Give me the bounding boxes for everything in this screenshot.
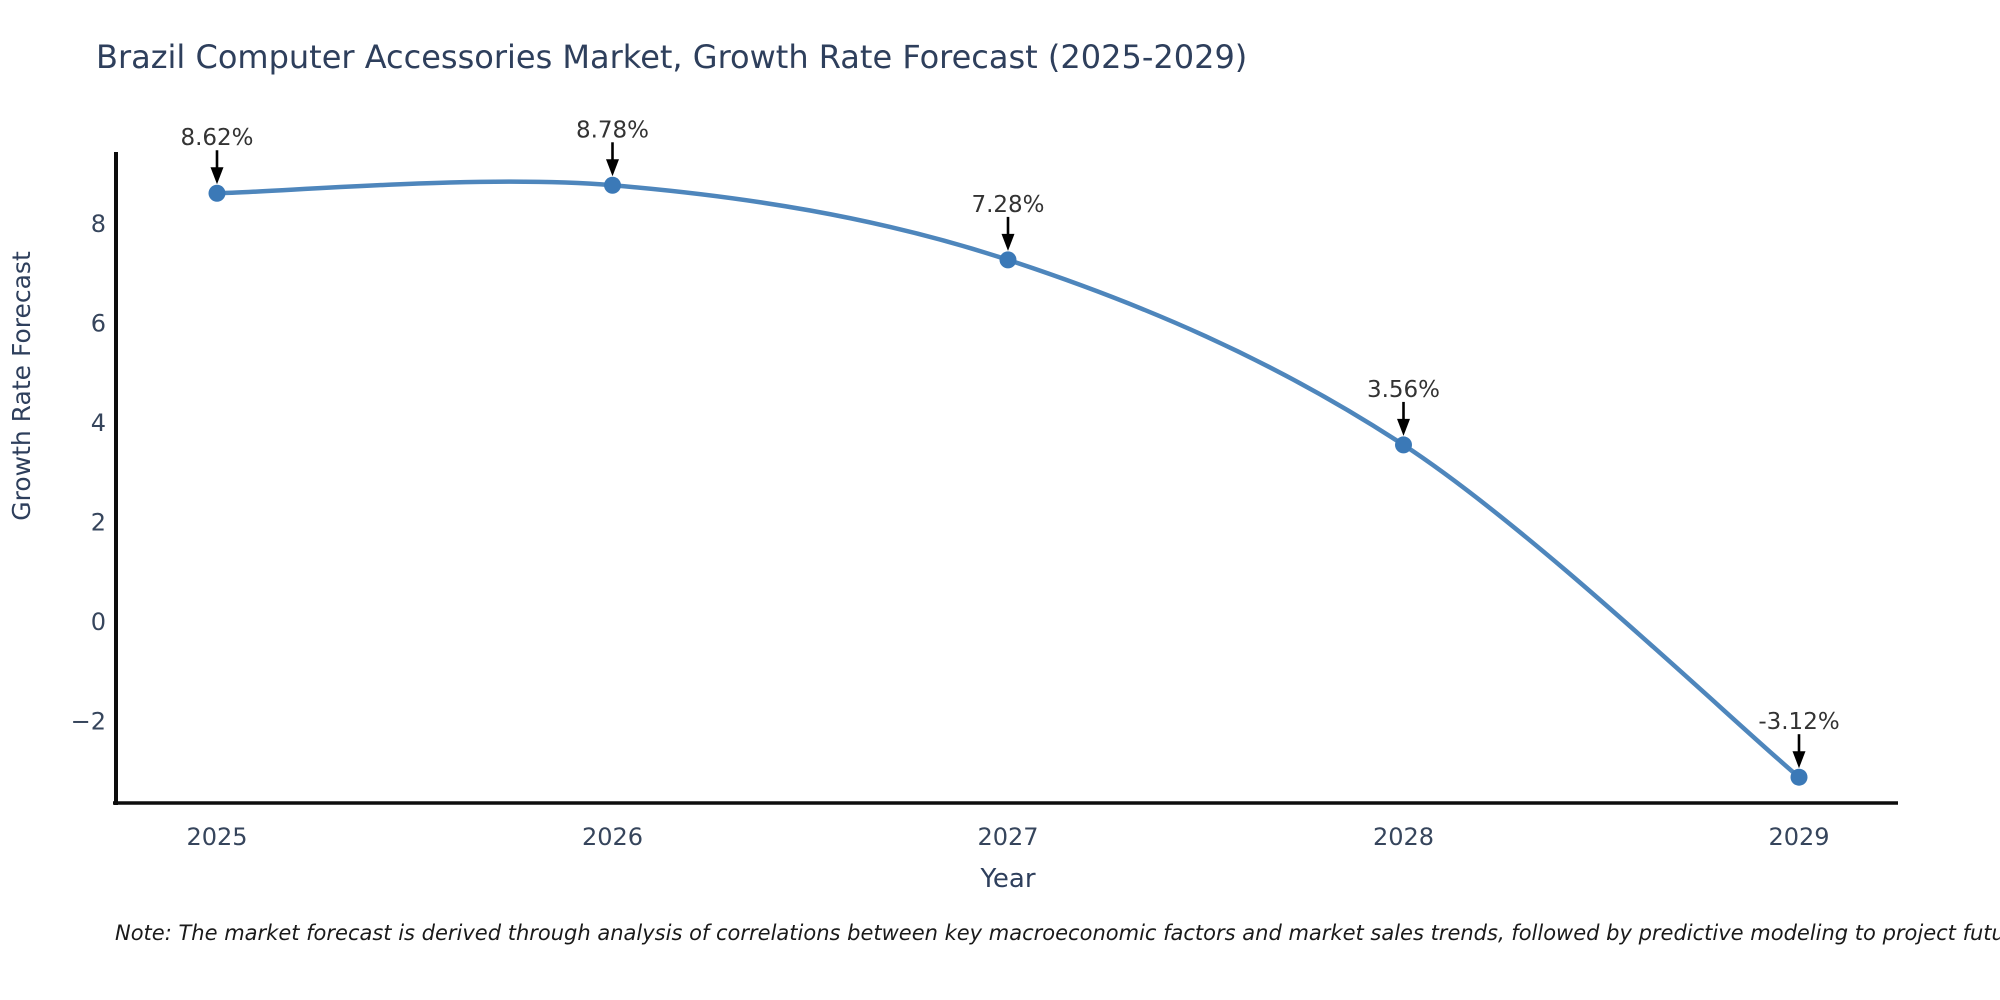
x-tick-label: 2026 bbox=[582, 823, 643, 851]
forecast-series bbox=[208, 176, 1808, 786]
chart-footnote: Note: The market forecast is derived thr… bbox=[115, 921, 2000, 945]
x-tick-label: 2027 bbox=[977, 823, 1038, 851]
annotation-arrowhead-icon bbox=[1397, 418, 1410, 436]
y-tick-label: 2 bbox=[91, 509, 106, 537]
annotation-label: 8.62% bbox=[180, 125, 253, 151]
forecast-line bbox=[214, 179, 1802, 780]
y-tick-label: 8 bbox=[91, 210, 106, 238]
point-annotation: 3.56% bbox=[1367, 377, 1440, 436]
point-annotation: 8.62% bbox=[180, 125, 254, 185]
point-annotation: 7.28% bbox=[971, 192, 1045, 251]
y-axis-ticks: 8 6 4 2 0 −2 bbox=[71, 210, 106, 735]
x-tick-label: 2028 bbox=[1373, 823, 1434, 851]
x-tick-label: 2025 bbox=[186, 823, 247, 851]
data-point-marker bbox=[208, 184, 226, 202]
y-tick-label: 0 bbox=[91, 608, 106, 636]
x-axis-ticks: 2025 2026 2027 2028 2029 bbox=[186, 823, 1829, 851]
annotation-arrowhead-icon bbox=[606, 159, 619, 177]
data-point-marker bbox=[1395, 436, 1412, 454]
annotation-arrowhead-icon bbox=[210, 167, 224, 185]
annotation-arrowhead-icon bbox=[1001, 233, 1015, 251]
y-tick-label: 4 bbox=[91, 409, 106, 437]
annotation-label: 7.28% bbox=[971, 192, 1044, 218]
point-annotation: 8.78% bbox=[576, 117, 649, 177]
point-annotation: -3.12% bbox=[1758, 709, 1840, 769]
chart-title: Brazil Computer Accessories Market, Grow… bbox=[96, 38, 1247, 76]
data-point-marker bbox=[999, 251, 1017, 269]
point-annotations: 8.62% 8.78% 7.28% 3.56% -3.12% bbox=[180, 117, 1840, 769]
annotation-label: 8.78% bbox=[576, 117, 649, 143]
y-tick-label: 6 bbox=[91, 310, 106, 338]
y-axis-title: Growth Rate Forecast bbox=[7, 251, 36, 521]
x-tick-label: 2029 bbox=[1768, 823, 1829, 851]
y-tick-label: −2 bbox=[71, 707, 106, 735]
annotation-label: -3.12% bbox=[1758, 709, 1839, 735]
annotation-arrowhead-icon bbox=[1792, 751, 1806, 769]
annotation-label: 3.56% bbox=[1367, 377, 1440, 403]
data-point-marker bbox=[1790, 768, 1808, 786]
data-point-marker bbox=[604, 176, 621, 194]
x-axis-title: Year bbox=[979, 864, 1035, 894]
